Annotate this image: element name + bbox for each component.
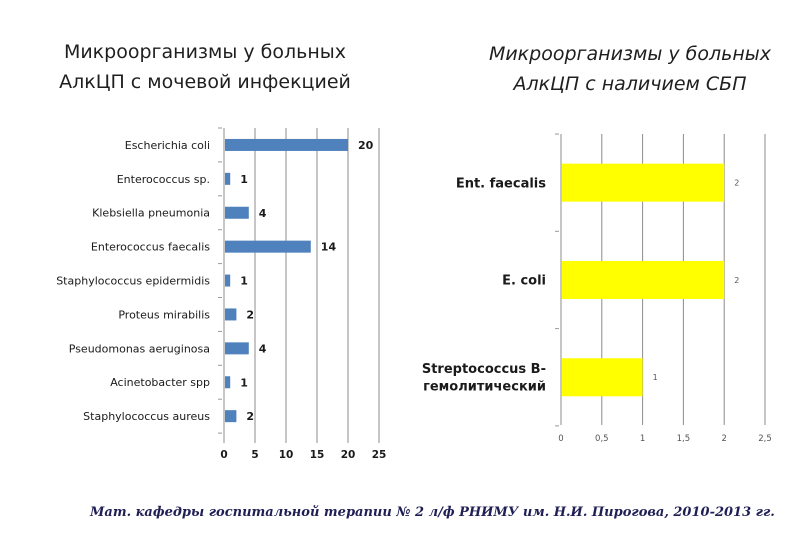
left-chart-title: Микроорганизмы у больных АлкЦП с мочевой…: [20, 37, 390, 97]
left-title-line-2: АлкЦП с мочевой инфекцией: [59, 71, 351, 93]
left-data-label: 1: [240, 376, 248, 389]
right-bar-1: [562, 260, 725, 299]
right-data-label: 1: [653, 373, 658, 382]
left-x-tick-label: 0: [220, 449, 227, 461]
right-x-tick-label: 0,5: [595, 434, 609, 444]
right-category-label: гемолитический: [423, 380, 546, 395]
left-data-label: 1: [240, 173, 248, 186]
right-x-tick-label: 2,5: [758, 434, 772, 444]
source-footnote: Мат. кафедры госпитальной терапии № 2 л/…: [90, 505, 775, 520]
left-bar-6: [225, 342, 249, 355]
left-title-line-1: Микроорганизмы у больных: [63, 41, 347, 63]
left-bar-2: [225, 206, 249, 219]
left-bar-0: [225, 138, 348, 151]
left-category-label: Staphylococcus aureus: [83, 410, 210, 423]
left-category-label: Acinetobacter spp: [110, 376, 210, 389]
right-x-tick-label: 0: [558, 434, 563, 444]
left-category-label: Proteus mirabilis: [118, 308, 210, 321]
left-x-tick-label: 10: [279, 449, 294, 461]
left-x-tick-label: 20: [341, 449, 356, 461]
left-x-tick-label: 25: [372, 449, 387, 461]
left-bar-4: [225, 274, 231, 287]
left-bar-5: [225, 308, 237, 321]
left-data-label: 4: [259, 342, 267, 355]
right-bar-2: [562, 358, 643, 397]
left-category-label: Klebsiella pneumonia: [92, 207, 210, 220]
left-data-label: 2: [246, 410, 254, 423]
left-bar-7: [225, 376, 231, 389]
right-category-label: Ent. faecalis: [456, 176, 546, 191]
right-x-tick-label: 1: [640, 434, 645, 444]
left-data-label: 14: [321, 241, 337, 254]
left-category-label: Escherichia coli: [125, 139, 210, 152]
right-category-label: E. coli: [502, 274, 546, 289]
left-x-tick-label: 15: [310, 449, 325, 461]
left-data-label: 1: [240, 275, 248, 288]
left-category-label: Pseudomonas aeruginosa: [69, 342, 210, 355]
left-category-label: Enterococcus sp.: [117, 173, 210, 186]
left-category-label: Enterococcus faecalis: [91, 241, 210, 254]
left-category-label: Staphylococcus epidermidis: [56, 275, 210, 288]
left-x-tick-label: 5: [251, 449, 258, 461]
left-bar-8: [225, 410, 237, 423]
left-data-label: 20: [358, 139, 374, 152]
right-title-line-2: АлкЦП с наличием СБП: [513, 73, 747, 95]
right-data-label: 2: [734, 276, 739, 285]
right-category-label: Streptococcus B-: [422, 362, 546, 377]
right-title-line-1: Микроорганизмы у больных: [488, 43, 772, 65]
right-chart-title: Микроорганизмы у больных АлкЦП с наличие…: [445, 39, 810, 99]
left-bar-1: [225, 172, 231, 185]
right-x-tick-label: 1,5: [677, 434, 691, 444]
left-data-label: 2: [246, 309, 254, 322]
right-bar-0: [562, 163, 725, 202]
right-data-label: 2: [734, 179, 739, 188]
left-data-label: 4: [259, 207, 267, 220]
left-bar-3: [225, 240, 311, 253]
right-x-tick-label: 2: [721, 434, 726, 444]
